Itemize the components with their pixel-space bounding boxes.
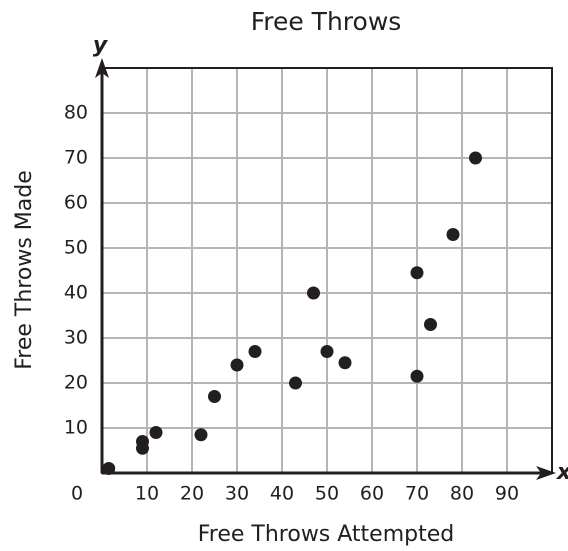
x-tick-label: 20 <box>180 483 204 505</box>
grid <box>102 68 552 473</box>
point <box>469 151 482 165</box>
point <box>230 358 244 372</box>
y-tick-label: 80 <box>64 102 88 124</box>
chart-title: Free Throws <box>251 7 402 36</box>
point <box>320 345 334 358</box>
x-axis-label: Free Throws Attempted <box>198 522 455 547</box>
point <box>136 441 149 455</box>
point <box>102 462 116 475</box>
y-tick-label: 70 <box>64 147 88 169</box>
y-axis-label: Free Throws Made <box>12 170 37 370</box>
x-tick-label: 0 <box>71 483 83 505</box>
x-tick-label: 90 <box>495 483 519 505</box>
y-tick-label: 10 <box>64 417 88 439</box>
x-tick-label: 10 <box>135 483 159 505</box>
y-axis-letter: y <box>93 33 109 58</box>
point <box>289 376 302 390</box>
point <box>307 286 320 300</box>
y-arrow <box>95 58 109 78</box>
x-axis-letter: x <box>556 460 568 485</box>
y-tick-label: 30 <box>64 327 88 349</box>
x-tick-label: 70 <box>405 483 429 505</box>
y-tick-label: 20 <box>64 372 88 394</box>
point <box>410 266 424 280</box>
x-tick-label: 30 <box>225 483 249 505</box>
x-tick-label: 40 <box>270 483 294 505</box>
x-tick-label: 50 <box>315 483 339 505</box>
x-tick-label: 60 <box>360 483 384 505</box>
point <box>338 356 352 370</box>
point <box>248 345 262 358</box>
point <box>149 426 163 439</box>
y-tick-label: 50 <box>64 237 88 259</box>
y-tick-label: 60 <box>64 192 88 214</box>
point <box>410 369 424 383</box>
y-tick-label: 40 <box>64 282 88 304</box>
point <box>424 318 437 331</box>
x-arrow <box>536 466 556 480</box>
point <box>208 390 221 403</box>
point <box>194 428 208 442</box>
point <box>446 228 460 241</box>
x-tick-label: 80 <box>450 483 474 505</box>
